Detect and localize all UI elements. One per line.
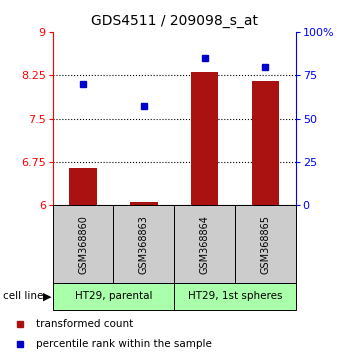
Title: GDS4511 / 209098_s_at: GDS4511 / 209098_s_at — [91, 14, 258, 28]
Bar — [174, 283, 296, 310]
Bar — [174, 205, 235, 283]
Bar — [252, 81, 279, 205]
Text: GSM368860: GSM368860 — [78, 215, 88, 274]
Text: percentile rank within the sample: percentile rank within the sample — [36, 339, 212, 349]
Text: HT29, parental: HT29, parental — [75, 291, 152, 302]
Text: GSM368863: GSM368863 — [139, 215, 149, 274]
Bar — [53, 205, 114, 283]
Bar — [130, 202, 157, 205]
Text: ▶: ▶ — [42, 291, 51, 302]
Bar — [235, 205, 296, 283]
Text: transformed count: transformed count — [36, 319, 133, 329]
Bar — [191, 72, 218, 205]
Bar — [114, 205, 174, 283]
Text: GSM368864: GSM368864 — [200, 215, 210, 274]
Text: HT29, 1st spheres: HT29, 1st spheres — [188, 291, 282, 302]
Bar — [53, 283, 174, 310]
Text: cell line: cell line — [3, 291, 44, 302]
Text: GSM368865: GSM368865 — [260, 215, 270, 274]
Bar — [69, 168, 97, 205]
